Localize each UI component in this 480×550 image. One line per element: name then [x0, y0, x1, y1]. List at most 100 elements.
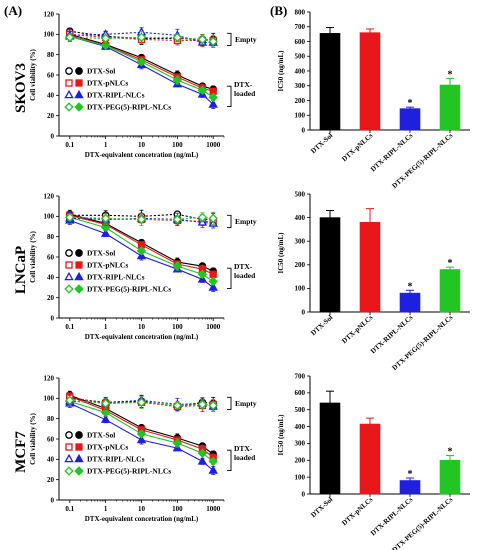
x-axis-title: DTX-equivalent concetration (ng/mL): [85, 151, 199, 159]
legend-item: DTX-RIPL-NLCs: [87, 273, 145, 282]
y-tick-label: 60: [47, 71, 55, 79]
significance-star: *: [448, 69, 453, 80]
x-tick-label: 1: [104, 141, 108, 149]
legend-marker-open: [65, 431, 73, 439]
legend-marker-filled: [75, 443, 83, 451]
legend-marker-filled: [75, 79, 83, 87]
legend-marker-open: [65, 249, 73, 257]
y-tick-label: 120: [44, 374, 55, 382]
legend-item: DTX-pNLCs: [87, 443, 128, 452]
data-point: [136, 246, 147, 256]
y-tick-label: 0: [302, 490, 306, 498]
x-tick-label: DTX-Sol: [309, 314, 334, 338]
data-point: [209, 270, 217, 278]
loaded-annotation: DTX-loaded: [234, 444, 256, 462]
y-axis-title: IC50 (ng/mL): [277, 414, 285, 456]
y-tick-label: 500: [295, 53, 306, 61]
data-point: [100, 414, 111, 423]
x-tick-label: DTX-RIPL-NLCs: [369, 495, 414, 537]
legend-marker-open: [65, 261, 73, 269]
data-point: [136, 57, 147, 67]
y-axis-title: Cell viability (%): [29, 412, 37, 464]
y-tick-label: 100: [295, 285, 306, 293]
series-line-empty-dtx-sol: [69, 30, 214, 40]
line-chart-mcf7: 0 20 40 60 80 100 120 0.1 1 10 100 1000 Cell viabili…: [29, 374, 257, 523]
legend-marker-filled: [75, 67, 83, 75]
series-line-empty-dtx-peg-5-ripl-nlcs: [69, 216, 214, 220]
data-point: [65, 395, 75, 406]
legend-marker-open: [64, 102, 74, 112]
significance-star: *: [408, 281, 413, 292]
line-chart-lncap: 0 20 40 60 80 100 120 0.1 1 10 100 1000 Cell viabili…: [29, 192, 257, 341]
data-point: [100, 228, 111, 237]
legend-marker-open: [65, 79, 73, 87]
cell-line-label-lncap: LNCaP: [13, 246, 29, 294]
x-tick-label: 1000: [206, 505, 221, 513]
bar-dtx-sol: [319, 217, 341, 313]
empty-annotation: Empty: [235, 217, 257, 226]
y-tick-label: 200: [295, 457, 306, 465]
x-tick-label: DTX-pNLCs: [340, 313, 374, 345]
bar-chart-mcf7: 0 100 200 300 400 500 600 700 IC50 (ng/mL) DTX-So…: [277, 372, 470, 550]
loaded-bracket: [227, 85, 232, 107]
data-point: [65, 212, 75, 223]
panel-label-b: (B): [270, 3, 287, 18]
y-tick-label: 0: [302, 126, 306, 134]
significance-star: *: [448, 447, 453, 458]
x-tick-label: 0.1: [65, 505, 74, 513]
y-tick-label: 80: [47, 51, 55, 59]
x-tick-label: 0.1: [65, 141, 74, 149]
data-point: [197, 34, 208, 45]
y-tick-label: 120: [44, 10, 55, 18]
y-tick-label: 20: [47, 476, 55, 484]
empty-bracket: [227, 214, 232, 228]
bar-dtx-ripl-nlcs: [399, 480, 421, 495]
y-tick-label: 0: [51, 496, 55, 504]
y-tick-label: 600: [295, 38, 306, 46]
significance-star: *: [408, 469, 413, 480]
x-tick-label: 100: [172, 141, 183, 149]
significance-star: *: [448, 258, 453, 269]
y-tick-label: 400: [295, 214, 306, 222]
x-tick-label: 1: [104, 323, 108, 331]
x-tick-label: 1: [104, 505, 108, 513]
data-point: [136, 214, 147, 225]
legend-item: DTX-PEG(5)-RIPL-NLCs: [87, 103, 171, 112]
x-tick-label: DTX-RIPL-NLCs: [369, 131, 414, 173]
y-tick-label: 400: [295, 423, 306, 431]
data-point: [208, 99, 218, 108]
x-tick-label: DTX-RIPL-NLCs: [369, 313, 414, 355]
bar-dtx-sol: [319, 33, 341, 131]
legend-item: DTX-pNLCs: [87, 79, 128, 88]
y-tick-label: 40: [47, 92, 55, 100]
data-point: [136, 434, 147, 444]
data-point: [208, 456, 218, 467]
legend-item: DTX-Sol: [87, 67, 115, 76]
x-tick-label: 0.1: [65, 323, 74, 331]
empty-bracket: [227, 396, 232, 410]
x-tick-label: 1000: [206, 323, 221, 331]
legend-marker-open: [65, 67, 73, 75]
legend-marker-filled: [75, 249, 83, 257]
x-tick-label: 1000: [206, 141, 221, 149]
bar-dtx-pnlcs: [359, 222, 381, 313]
data-point: [100, 407, 111, 418]
y-tick-label: 100: [295, 112, 306, 120]
y-tick-label: 400: [295, 67, 306, 75]
y-tick-label: 0: [51, 314, 55, 322]
empty-annotation: Empty: [235, 35, 257, 44]
y-tick-label: 120: [44, 192, 55, 200]
series-line-empty-dtx-sol: [69, 213, 214, 220]
loaded-bracket: [227, 449, 232, 471]
y-tick-label: 20: [47, 112, 55, 120]
legend-marker-open: [65, 443, 73, 451]
data-point: [172, 214, 183, 225]
legend-item: DTX-Sol: [87, 249, 115, 258]
data-point: [208, 400, 218, 411]
x-tick-label: DTX-Sol: [309, 496, 334, 520]
data-point: [100, 398, 111, 409]
data-point: [100, 213, 111, 224]
legend-item: DTX-PEG(5)-RIPL-NLCs: [87, 467, 171, 476]
data-point: [208, 465, 218, 474]
data-point: [197, 269, 208, 280]
